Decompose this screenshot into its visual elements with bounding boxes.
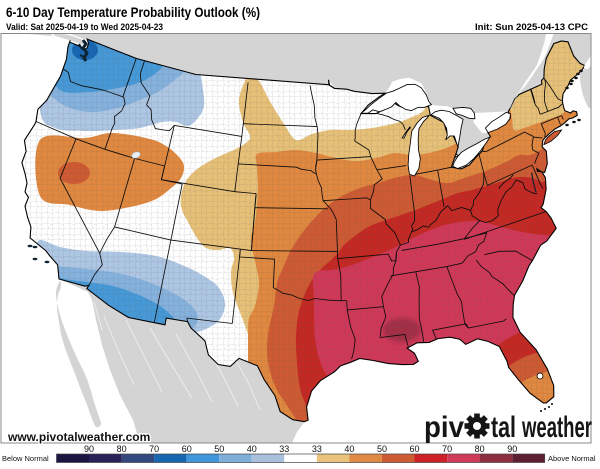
svg-text:50: 50: [377, 444, 387, 454]
svg-text:80: 80: [475, 444, 485, 454]
svg-text:tal: tal: [491, 411, 516, 444]
svg-text:www.pivotalweather.com: www.pivotalweather.com: [7, 430, 150, 444]
svg-text:40: 40: [344, 444, 354, 454]
svg-text:70: 70: [442, 444, 452, 454]
svg-text:Below Normal: Below Normal: [2, 454, 49, 463]
svg-text:90: 90: [507, 444, 517, 454]
svg-text:piv: piv: [424, 411, 464, 444]
svg-text:50: 50: [214, 444, 224, 454]
svg-text:40: 40: [247, 444, 257, 454]
svg-text:Init: Sun 2025-04-13 CPC: Init: Sun 2025-04-13 CPC: [475, 22, 588, 33]
svg-text:Above Normal: Above Normal: [548, 454, 596, 463]
svg-text:Valid: Sat 2025-04-19 to Wed 2: Valid: Sat 2025-04-19 to Wed 2025-04-23: [6, 22, 163, 33]
svg-text:weather: weather: [521, 411, 592, 444]
svg-text:60: 60: [182, 444, 192, 454]
svg-text:60: 60: [409, 444, 419, 454]
svg-text:80: 80: [117, 444, 127, 454]
svg-text:6-10 Day Temperature Probabili: 6-10 Day Temperature Probability Outlook…: [6, 5, 260, 20]
svg-text:70: 70: [149, 444, 159, 454]
svg-text:90: 90: [84, 444, 94, 454]
svg-text:33: 33: [279, 444, 289, 454]
svg-text:33: 33: [312, 444, 322, 454]
